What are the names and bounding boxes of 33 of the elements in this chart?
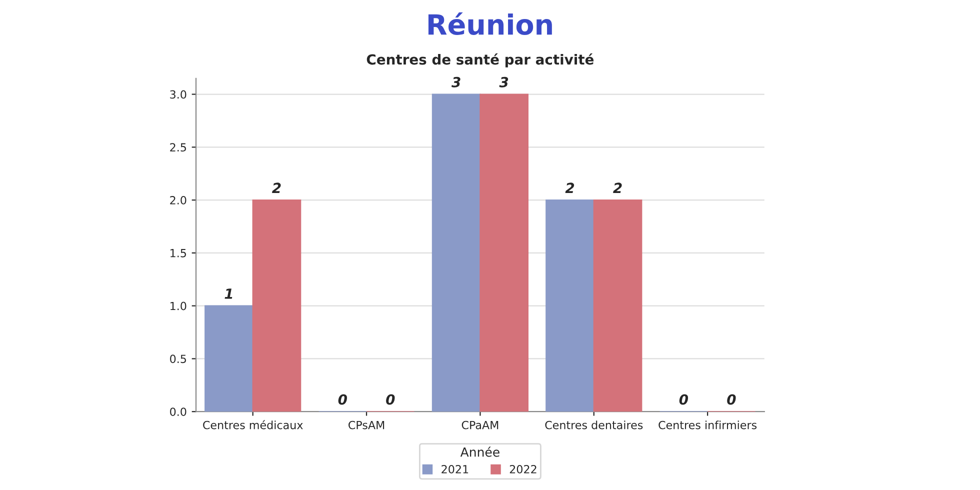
bar [546,199,594,412]
data-label: 0 [338,394,347,405]
y-tick-label: 2.5 [170,143,186,152]
data-label: 2 [272,182,281,193]
y-tick-label: 2.0 [170,196,186,204]
data-label: 0 [679,394,688,405]
data-label: 2 [565,182,574,193]
x-tick-label: CPsAM [348,420,384,430]
y-tick-label: 0.0 [170,408,186,416]
bar [204,305,254,412]
bar [593,199,642,412]
y-tick-label: 1.0 [170,302,186,310]
x-tick-label: Centres dentaires [545,420,643,430]
legend-label: 2021 [442,464,468,474]
bar [252,199,302,412]
y-tick-label: 3.0 [170,90,186,99]
bar [432,94,481,412]
data-label: 1 [224,288,232,299]
chart-title: Réunion [428,12,552,36]
x-tick-label: Centres infirmiers [658,420,757,430]
bar [480,94,528,412]
legend-label: 2022 [510,464,536,474]
data-label: 3 [451,76,460,88]
data-label: 0 [386,394,395,405]
chart-subtitle: Centres de santé par activité [366,53,594,68]
data-label: 2 [613,182,622,193]
y-tick-label: 1.5 [170,249,186,258]
data-label: 0 [727,394,736,405]
x-tick-label: CPaAM [462,420,498,430]
y-tick-label: 0.5 [170,354,186,364]
legend-title: Année [460,446,500,457]
data-label: 3 [499,76,508,88]
x-tick-label: Centres médicaux [203,420,303,430]
